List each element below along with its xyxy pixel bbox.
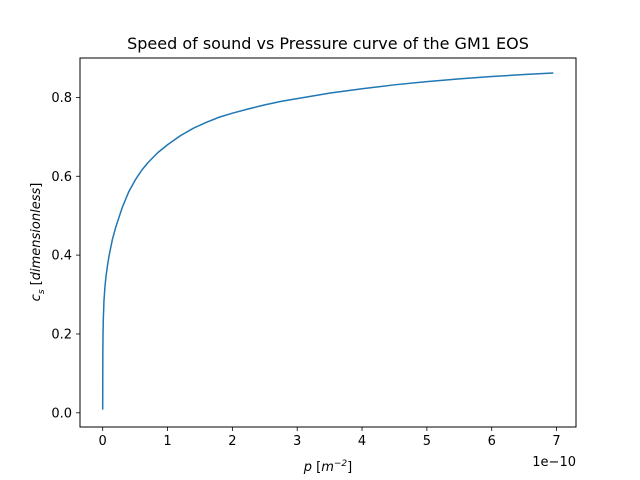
- y-tick-label: 0.8: [51, 91, 72, 106]
- x-axis-symbol: p: [303, 460, 312, 475]
- series-layer: [101, 72, 554, 410]
- plot-frame: [79, 57, 577, 428]
- x-axis-unit-exponent: −2: [334, 459, 348, 469]
- x-tick-label: 5: [423, 434, 431, 449]
- x-axis-unit-close: ]: [347, 460, 352, 475]
- y-axis-symbol: c: [29, 294, 44, 301]
- x-tick-label: 3: [293, 434, 301, 449]
- y-axis-unit-open: [: [29, 280, 44, 289]
- y-tick-label: 0.6: [51, 170, 72, 185]
- x-tick-label: 7: [552, 434, 560, 449]
- y-axis-unit-close: ]: [29, 183, 44, 188]
- chart-title: Speed of sound vs Pressure curve of the …: [127, 34, 529, 53]
- x-axis-unit-base: m: [321, 460, 334, 475]
- x-tick-label: 1: [163, 434, 171, 449]
- y-tick-label: 0.2: [51, 327, 72, 342]
- series-line-0: [101, 72, 554, 410]
- y-axis-symbol-subscript: s: [37, 289, 47, 294]
- y-tick-label: 0.4: [51, 249, 72, 264]
- y-axis-unit: dimensionless: [29, 188, 44, 281]
- x-tick-label: 6: [488, 434, 496, 449]
- x-axis-label: p [m−2]: [303, 459, 353, 475]
- x-axis-unit-open: [: [312, 460, 321, 475]
- x-tick-label: 4: [358, 434, 366, 449]
- x-tick-label: 2: [228, 434, 236, 449]
- x-offset-label: 1e−10: [532, 455, 576, 470]
- y-tick-label: 0.0: [51, 406, 72, 421]
- y-axis-label: cs [dimensionless]: [29, 183, 47, 302]
- x-tick-label: 0: [99, 434, 107, 449]
- ticks-layer: 0 1 2 3 4 5 6 7 0.0 0.2 0.4 0.6 0.8: [51, 91, 560, 449]
